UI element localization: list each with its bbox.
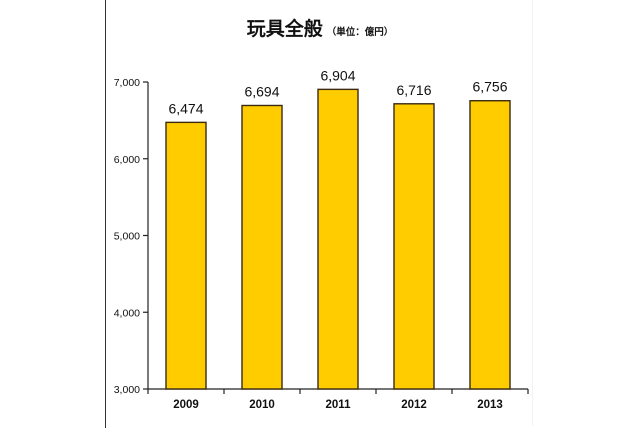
y-tick-label: 3,000 [114, 384, 140, 396]
x-tick-label-2013: 2013 [477, 399, 503, 411]
value-label-2013: 6,756 [472, 79, 507, 95]
bar-series: 6,474 6,694 6,904 6,716 6,756 [165, 67, 511, 390]
y-axis: 3,000 4,000 5,000 6,000 7,000 [114, 77, 149, 396]
bar-2011 [317, 88, 359, 390]
x-tick-label-2011: 2011 [326, 399, 352, 411]
value-label-2011: 6,904 [320, 67, 355, 83]
y-tick-label: 4,000 [114, 307, 140, 319]
bar-2009 [165, 121, 207, 390]
chart-title: 玩具全般 （単位：億円） [0, 14, 640, 41]
x-axis: 2009 2010 2011 2012 2013 [147, 388, 529, 411]
value-label-2009: 6,474 [168, 100, 203, 116]
x-tick-label-2009: 2009 [173, 399, 199, 411]
x-tick-label-2010: 2010 [249, 399, 275, 411]
chart-title-unit: （単位：億円） [326, 27, 394, 38]
x-tick-label-2012: 2012 [401, 399, 427, 411]
bar-2012 [393, 103, 435, 390]
chart-title-main: 玩具全般 [246, 18, 323, 40]
chart-frame-left-border [105, 0, 106, 428]
value-label-2010: 6,694 [244, 83, 279, 99]
bar-2010 [241, 104, 283, 390]
chart-frame-right-border [532, 0, 533, 426]
value-label-2012: 6,716 [396, 82, 431, 98]
y-tick-label: 6,000 [114, 154, 140, 166]
y-tick-label: 5,000 [114, 231, 140, 243]
bar-2013 [469, 100, 511, 390]
y-tick-label: 7,000 [114, 77, 140, 89]
